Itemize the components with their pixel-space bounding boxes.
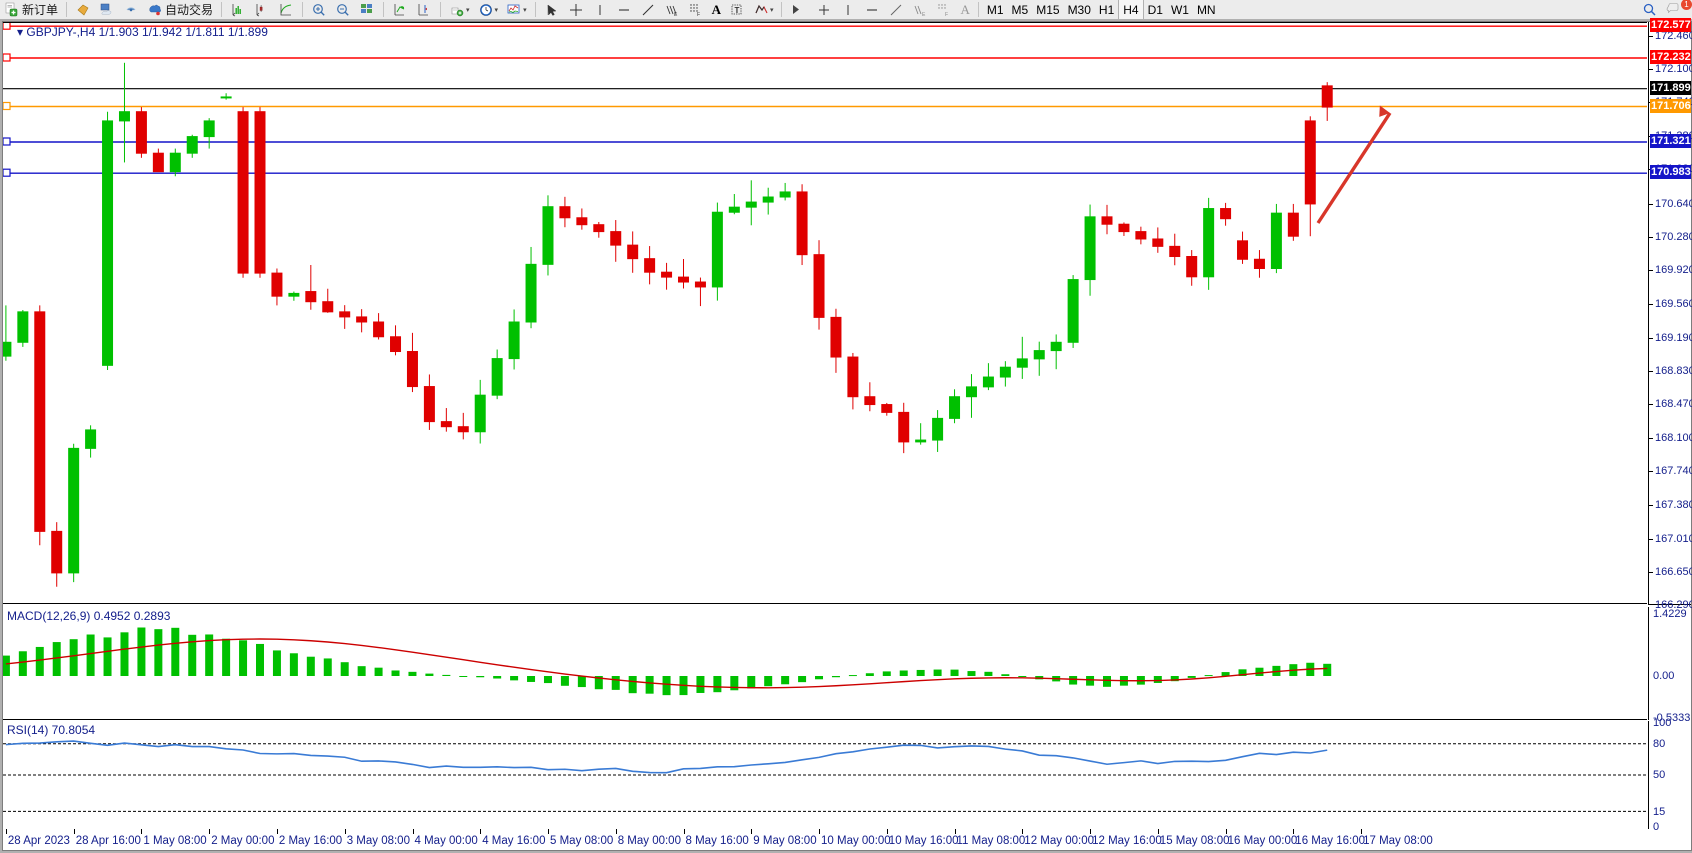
svg-text:E: E bbox=[922, 12, 926, 18]
svg-text:E: E bbox=[674, 12, 678, 18]
svg-text:F: F bbox=[697, 12, 700, 18]
svg-text:F: F bbox=[945, 12, 948, 18]
svg-text:T: T bbox=[734, 6, 739, 15]
